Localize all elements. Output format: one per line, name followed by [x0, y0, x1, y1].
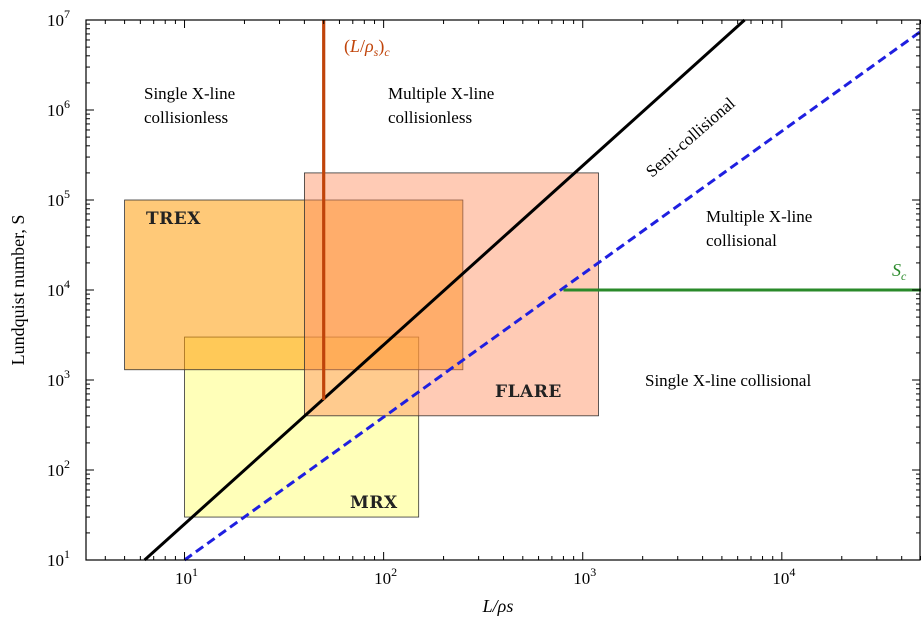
- y-tick-label: 102: [47, 457, 70, 480]
- collisional-boundary: [183, 30, 921, 562]
- annotation-multiple-collisionless-2: collisionless: [388, 108, 472, 127]
- annotation-multiple-collisional-1: Multiple X-line: [706, 207, 812, 226]
- y-tick-label: 103: [47, 367, 70, 390]
- y-tick-label: 107: [47, 7, 70, 30]
- x-tick-label: 103: [573, 565, 596, 588]
- x-tick-label: 102: [374, 565, 397, 588]
- annotation-single-collisionless-1: Single X-line: [144, 84, 235, 103]
- x-tick-label: 104: [772, 565, 795, 588]
- axis-ticks: [86, 19, 921, 561]
- annotation-multiple-collisionless-1: Multiple X-line: [388, 84, 494, 103]
- box-label-trex: TREX: [146, 209, 201, 229]
- annotation-single-collisionless-2: collisionless: [144, 108, 228, 127]
- boundary-lines: [143, 18, 921, 562]
- experiment-boxes: [124, 172, 599, 518]
- lc-line-label: (L/ρs)c: [344, 36, 390, 59]
- y-tick-label: 104: [47, 277, 70, 300]
- y-tick-label: 106: [47, 97, 70, 120]
- box-label-mrx: MRX: [350, 493, 398, 513]
- box-label-flare: FLARE: [495, 382, 562, 402]
- sc-line-label: Sc: [892, 260, 907, 283]
- y-axis-label: Lundquist number, S: [8, 215, 28, 366]
- annotation-single-collisional: Single X-line collisional: [645, 371, 811, 390]
- box-trex: [124, 199, 464, 371]
- annotation-semi-collisional: Semi-collisional: [642, 93, 739, 181]
- box-flare: [303, 172, 599, 417]
- x-tick-label: 101: [175, 565, 198, 588]
- y-tick-label: 101: [47, 547, 70, 570]
- tick-labels: 101 102 103 104 101 102 103 104 105 106 107: [47, 7, 795, 588]
- annotation-multiple-collisional-2: collisional: [706, 231, 777, 250]
- semi-collisional-boundary: [143, 18, 746, 562]
- y-tick-label: 105: [47, 187, 70, 210]
- x-axis-label: L/ρs: [482, 596, 514, 616]
